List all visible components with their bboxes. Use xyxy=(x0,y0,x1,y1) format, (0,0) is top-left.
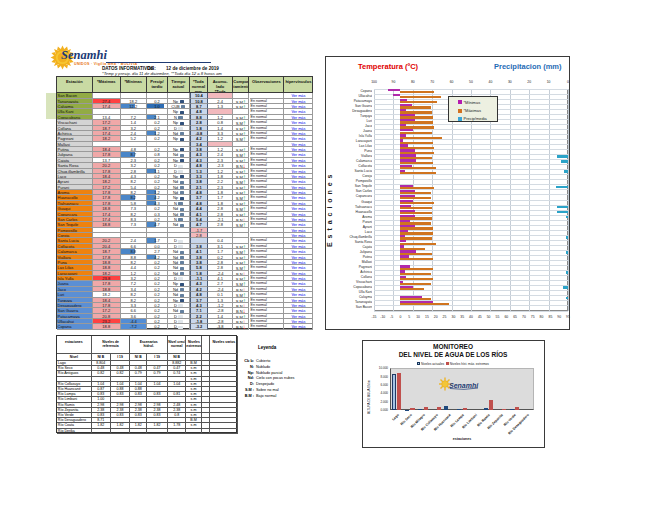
svg-text:Senamhi: Senamhi xyxy=(449,382,479,389)
